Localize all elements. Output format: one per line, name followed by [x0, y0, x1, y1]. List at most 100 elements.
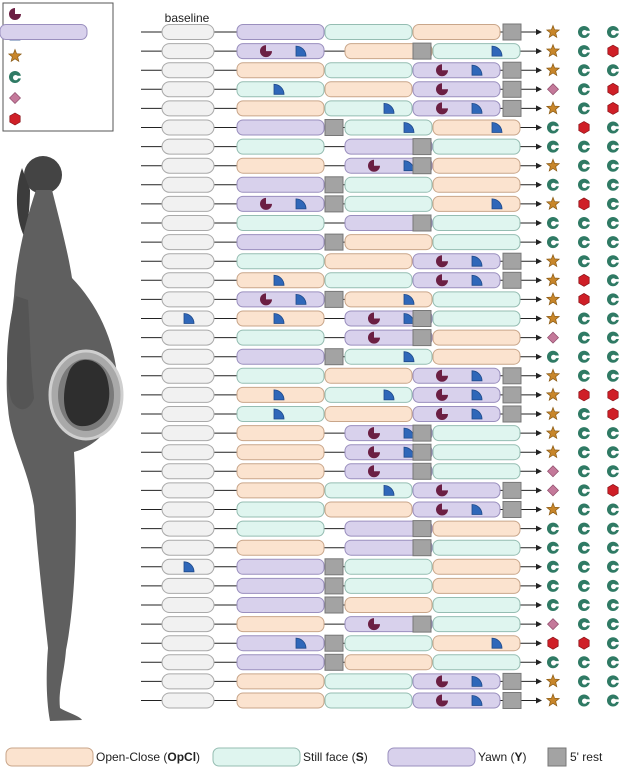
legend [2, 2, 114, 132]
hit-icon [545, 673, 561, 688]
timeline-arrow [536, 86, 542, 93]
baseline-block [161, 597, 215, 613]
correct-rejection-icon [607, 427, 620, 440]
rest-block [502, 271, 522, 289]
condition-block [432, 157, 521, 174]
condition-block [432, 539, 521, 556]
baseline-block [161, 635, 215, 652]
session-row [141, 329, 620, 347]
baseline-block [161, 482, 215, 499]
mother-icon [436, 694, 448, 707]
session-row [141, 653, 620, 671]
correct-rejection-icon [547, 579, 560, 592]
correct-rejection-icon [607, 675, 620, 688]
correct-rejection-icon [578, 26, 591, 38]
legend-item-hit [7, 48, 23, 63]
condition-block [236, 654, 325, 671]
baseline-label: baseline [165, 11, 210, 25]
condition-block [236, 520, 325, 537]
correct-rejection-icon [578, 350, 591, 363]
condition-block [412, 253, 501, 270]
timeline-arrow [536, 544, 542, 551]
rest-block [502, 23, 522, 41]
arm [7, 296, 35, 410]
session-row [141, 176, 620, 194]
timeline-arrow [536, 563, 542, 570]
condition-block [236, 43, 325, 60]
condition-block [236, 577, 325, 594]
timeline-arrow [536, 334, 542, 341]
correct-rejection-icon [607, 656, 620, 669]
session-row [0, 23, 620, 41]
mother-icon [260, 293, 272, 306]
timeline-arrow [536, 143, 542, 150]
miss-icon [547, 484, 559, 497]
condition-block [432, 234, 521, 251]
condition-block [432, 635, 521, 652]
correct-rejection-icon [547, 350, 560, 363]
correct-rejection-icon [578, 465, 591, 478]
correct-rejection-icon [607, 178, 620, 191]
timeline-arrow [536, 449, 542, 456]
baseline-block [161, 119, 215, 136]
timeline-arrow [536, 67, 542, 74]
timeline-arrow [536, 659, 542, 666]
condition-block [432, 577, 521, 594]
fetus-icon [471, 64, 483, 76]
fetus-icon [471, 102, 483, 114]
fetus-icon [383, 484, 395, 496]
rest-block [412, 310, 432, 327]
condition-label: Open-Close (OpCl) [96, 750, 200, 764]
false-alarm-icon [578, 388, 590, 402]
miss-icon [547, 331, 559, 344]
correct-rejection-icon [578, 446, 591, 459]
rest-block [502, 252, 522, 270]
rest-block [412, 615, 432, 633]
rest-block [324, 348, 344, 366]
correct-rejection-icon [607, 236, 620, 249]
condition-block [432, 425, 521, 442]
fetus-icon [471, 695, 483, 706]
timeline-arrow [536, 353, 542, 360]
false-alarm-icon [607, 388, 619, 402]
rest-block [412, 42, 432, 60]
rest-block [502, 61, 522, 79]
condition-block [432, 43, 521, 60]
session-row [141, 501, 620, 518]
condition-block [344, 195, 433, 212]
condition-block [412, 24, 501, 40]
condition-block [432, 291, 521, 308]
correct-rejection-icon [607, 618, 620, 631]
correct-rejection-icon [607, 350, 620, 363]
condition-block [324, 386, 413, 403]
timeline-arrow [536, 697, 542, 704]
legend-frame [2, 2, 114, 132]
miss-icon [9, 92, 21, 104]
fetus-icon [471, 274, 483, 286]
condition-block [344, 215, 433, 231]
mother-icon [260, 45, 272, 58]
correct-rejection-icon [9, 71, 22, 83]
baseline-block [161, 367, 215, 384]
baseline-block [161, 616, 215, 633]
condition-block [412, 100, 501, 117]
condition-block [432, 310, 521, 327]
timeline-arrow [536, 621, 542, 628]
legend-item-miss [9, 92, 21, 104]
mother-icon [436, 369, 448, 382]
false-alarm-icon [578, 292, 590, 306]
hit-icon [545, 253, 561, 268]
condition-block [324, 24, 413, 40]
condition-block [324, 81, 413, 98]
correct-rejection-icon [607, 293, 620, 306]
hit-icon [7, 48, 23, 63]
rest-block [502, 481, 522, 499]
condition-block [432, 195, 521, 212]
session-row [141, 138, 620, 156]
condition-block [344, 138, 433, 155]
timeline-arrow [536, 220, 542, 226]
timeline-arrow [536, 258, 542, 265]
condition-block [344, 119, 433, 136]
correct-rejection-icon [607, 694, 620, 707]
condition-block [344, 635, 433, 652]
